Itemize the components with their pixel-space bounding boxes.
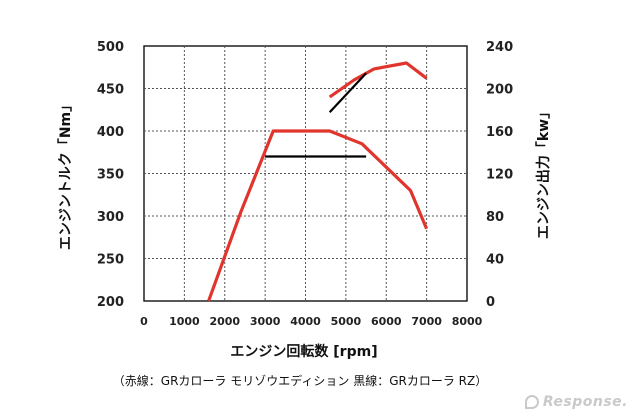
y-right-tick-label: 200	[486, 83, 513, 98]
x-tick-label: 7000	[411, 315, 442, 328]
x-tick-label: 2000	[209, 315, 240, 328]
y-left-tick-label: 350	[97, 168, 124, 183]
y-right-axis-title: エンジン出力「kw」	[535, 105, 552, 239]
y-right-tick-labels: 0 40 80 120 160 200 240	[486, 40, 513, 310]
response-logo: Response.	[524, 393, 628, 411]
response-logo-icon	[524, 395, 539, 409]
y-left-tick-label: 250	[97, 253, 124, 268]
y-left-tick-label: 200	[97, 295, 124, 310]
series-layer	[207, 61, 429, 302]
red-series-line-0	[207, 129, 429, 302]
x-tick-label: 1000	[169, 315, 200, 328]
x-tick-label: 4000	[290, 315, 321, 328]
x-tick-label: 3000	[250, 315, 281, 328]
x-tick-label: 0	[140, 315, 148, 328]
y-left-axis-title: エンジントルク「Nm」	[57, 98, 74, 250]
x-tick-label: 8000	[452, 315, 483, 328]
y-right-tick-label: 40	[486, 253, 504, 268]
x-tick-label: 6000	[371, 315, 402, 328]
y-right-tick-label: 80	[486, 210, 504, 225]
y-left-tick-label: 500	[97, 40, 124, 55]
y-left-tick-label: 400	[97, 125, 124, 140]
x-tick-label: 5000	[331, 315, 362, 328]
response-logo-text: Response.	[542, 394, 628, 410]
y-right-tick-label: 160	[486, 125, 513, 140]
legend-caption: （赤線：GRカローラ モリゾウエディション 黒線：GRカローラ RZ）	[113, 373, 487, 388]
red-series-line-1	[328, 61, 428, 99]
x-tick-labels: 0 1000 2000 3000 4000 5000 6000 7000 8000	[140, 315, 482, 328]
y-right-tick-label: 120	[486, 168, 513, 183]
y-left-tick-label: 450	[97, 83, 124, 98]
y-left-tick-labels: 200 250 300 350 400 450 500	[97, 40, 124, 310]
y-right-tick-label: 0	[486, 295, 495, 310]
black-series-line-3	[328, 72, 367, 114]
y-left-tick-label: 300	[97, 210, 124, 225]
x-axis-title: エンジン回転数 [rpm]	[230, 343, 377, 360]
y-right-tick-label: 240	[486, 40, 513, 55]
